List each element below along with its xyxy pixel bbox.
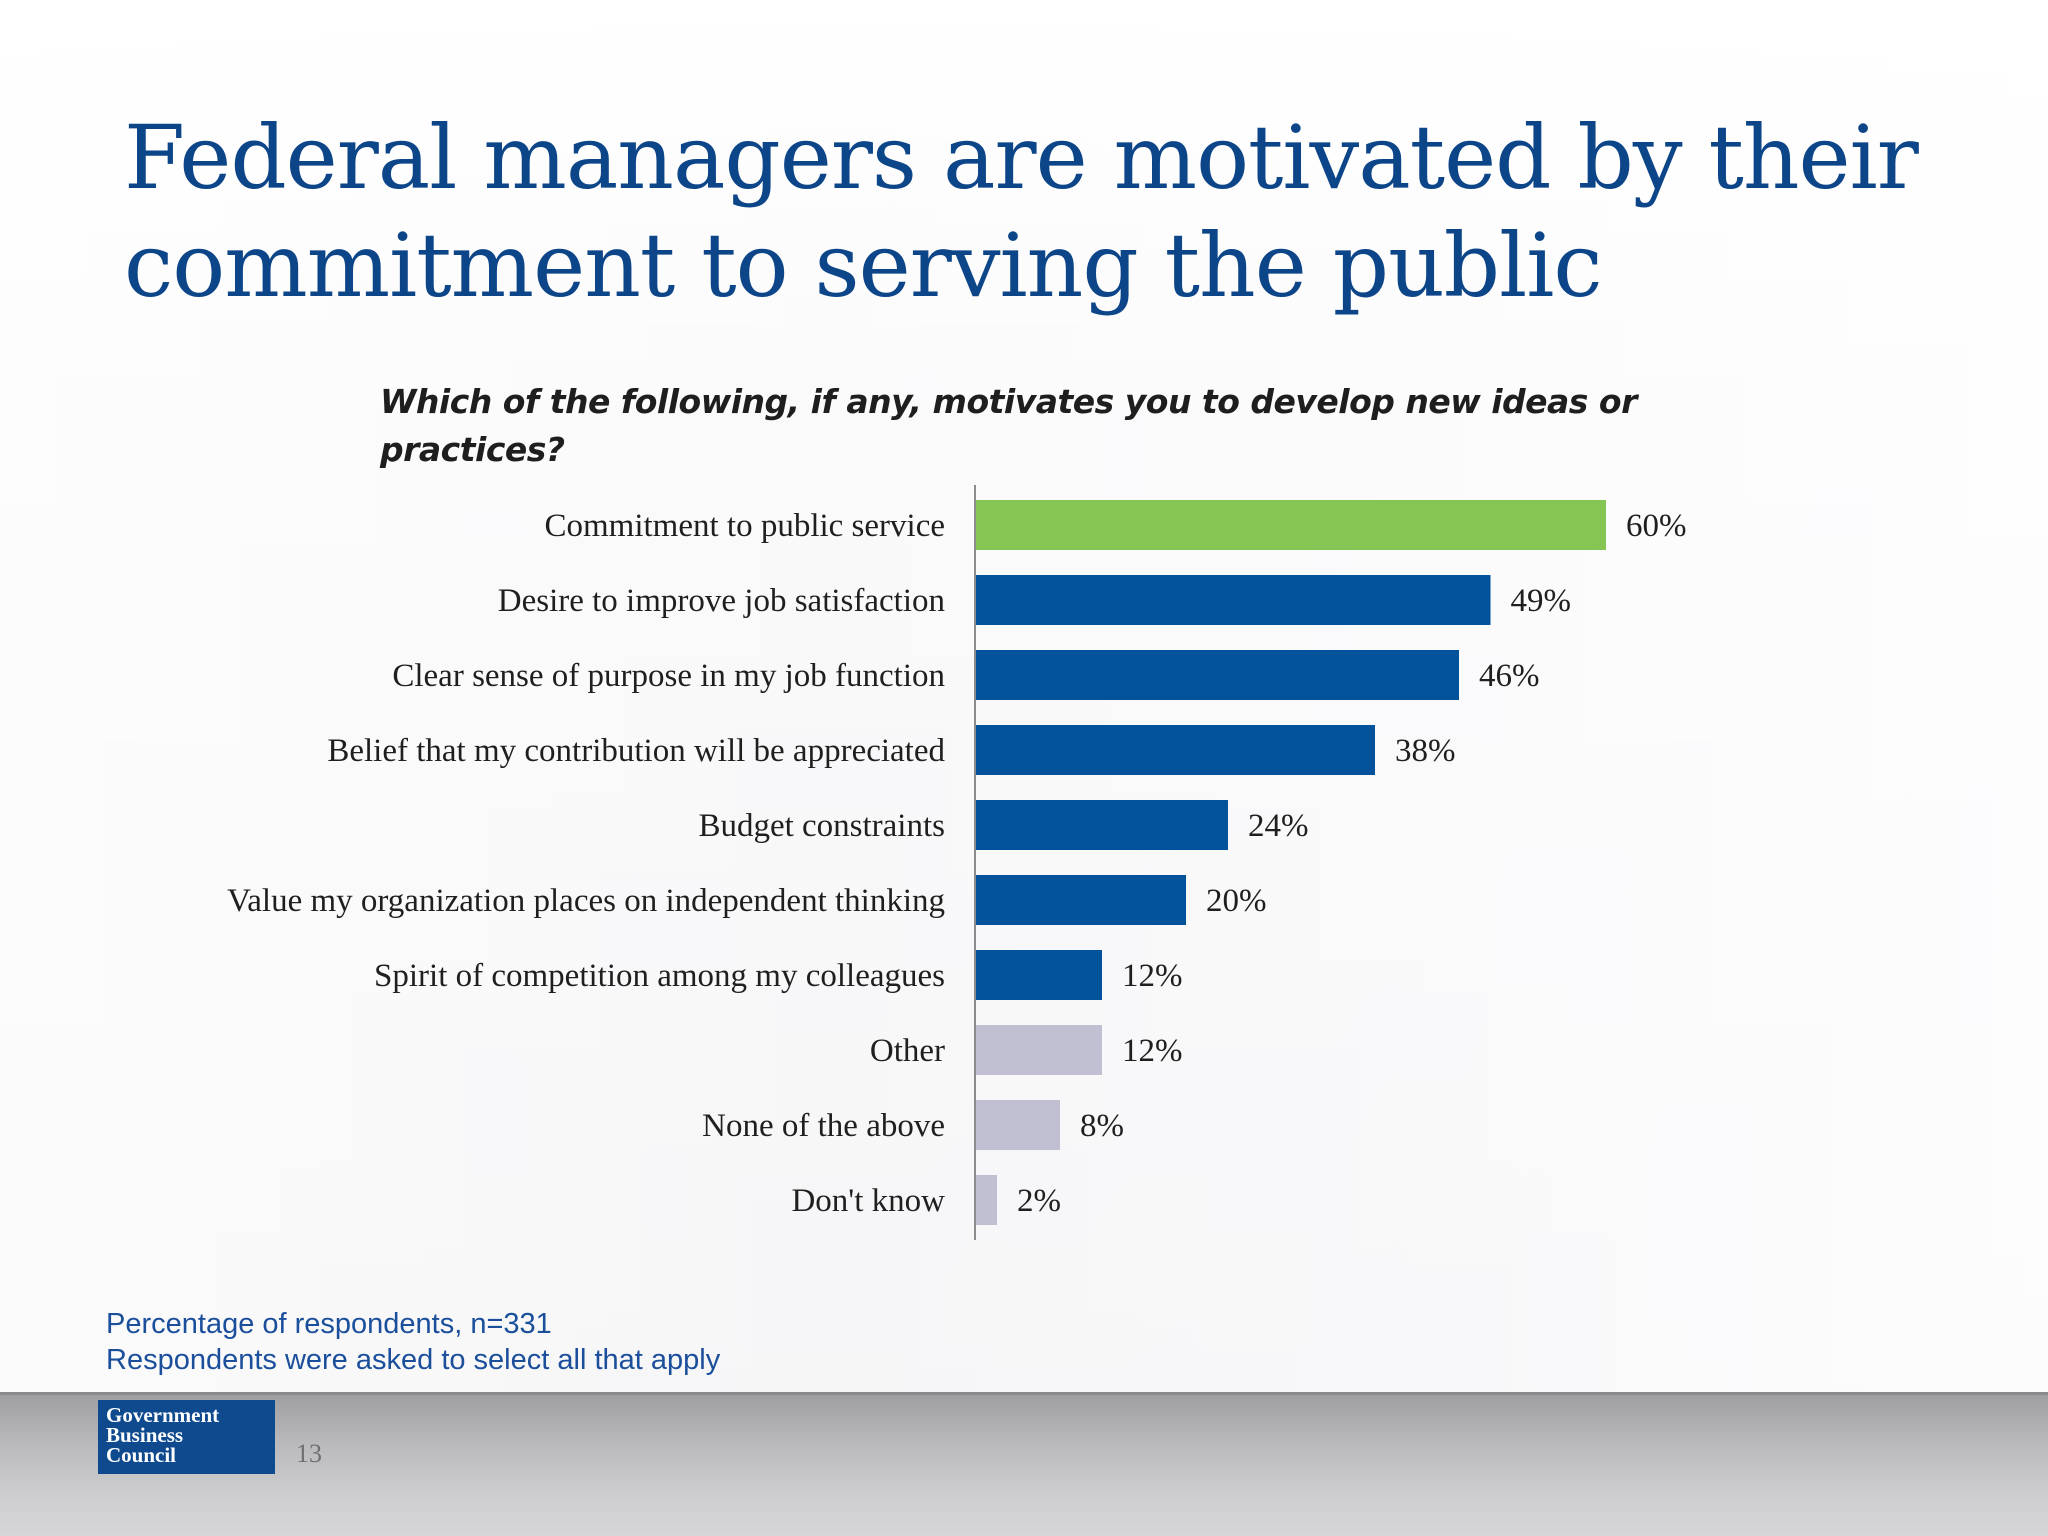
category-label: Desire to improve job satisfaction — [498, 583, 945, 619]
footnote-instructions: Respondents were asked to select all tha… — [106, 1344, 721, 1376]
bar — [976, 875, 1186, 925]
footnote-sample: Percentage of respondents, n=331 — [106, 1308, 552, 1340]
title-line-1: Federal managers are motivated by their — [124, 106, 1919, 209]
footer-divider — [0, 1392, 2048, 1395]
category-label: Commitment to public service — [544, 508, 945, 544]
value-label: 8% — [1080, 1108, 1124, 1144]
category-label: Don't know — [791, 1183, 945, 1219]
category-label: Budget constraints — [698, 808, 945, 844]
value-label: 49% — [1511, 583, 1572, 619]
bar — [976, 650, 1459, 700]
bar — [976, 1025, 1102, 1075]
bar — [976, 1175, 997, 1225]
bar — [976, 725, 1375, 775]
government-business-council-logo: Government Business Council — [98, 1400, 275, 1474]
value-label: 46% — [1479, 658, 1540, 694]
footnote: Percentage of respondents, n=331 Respond… — [106, 1306, 1006, 1378]
value-label: 20% — [1206, 883, 1267, 919]
chart-question: Which of the following, if any, motivate… — [380, 382, 1637, 469]
bars-layer: Commitment to public service 60% Desire to… — [227, 500, 1687, 1225]
value-label: 24% — [1248, 808, 1309, 844]
value-label: 38% — [1395, 733, 1456, 769]
title-line-2: commitment to serving the public — [124, 214, 1603, 317]
value-label: 60% — [1626, 508, 1687, 544]
value-label: 2% — [1017, 1183, 1061, 1219]
category-label: Other — [870, 1033, 945, 1069]
bar — [976, 500, 1606, 550]
logo-line-3: Council — [106, 1443, 177, 1467]
value-label: 12% — [1122, 1033, 1183, 1069]
category-label: None of the above — [702, 1108, 945, 1144]
category-label: Spirit of competition among my colleague… — [374, 958, 945, 994]
value-label: 12% — [1122, 958, 1183, 994]
footer-bar — [0, 1392, 2048, 1536]
bar — [976, 950, 1102, 1000]
slide-title: Federal managers are motivated by their … — [124, 104, 1924, 320]
category-label: Value my organization places on independ… — [227, 883, 945, 919]
logo-line-1: Government — [106, 1403, 220, 1427]
bar — [976, 800, 1228, 850]
bar-chart: Commitment to public service 60% Desire to… — [227, 485, 1687, 1240]
category-label: Belief that my contribution will be appr… — [327, 733, 945, 769]
bar — [976, 575, 1491, 625]
logo-line-2: Business — [106, 1423, 184, 1447]
bar — [976, 1100, 1060, 1150]
category-label: Clear sense of purpose in my job functio… — [392, 658, 945, 694]
page-number: 13 — [296, 1439, 322, 1468]
